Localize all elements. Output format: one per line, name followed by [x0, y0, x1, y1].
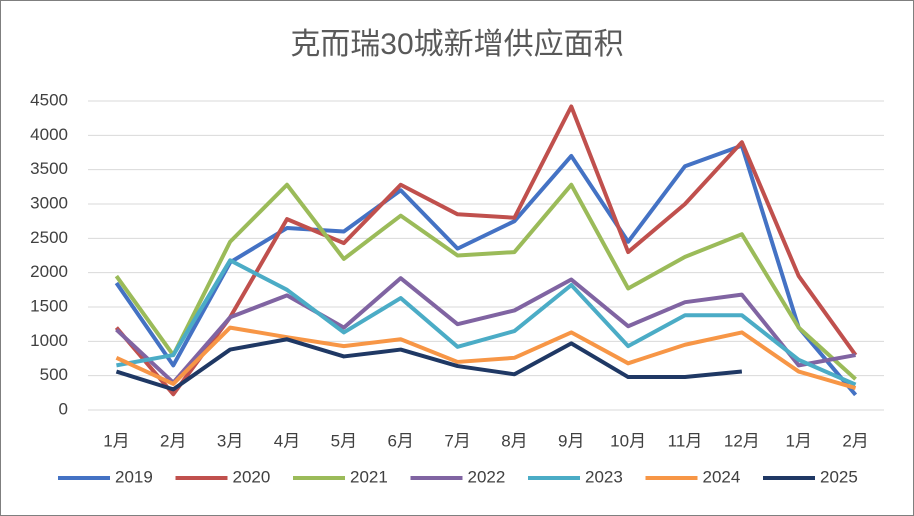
- legend-label: 2022: [468, 467, 506, 486]
- x-tick-label: 9月: [558, 431, 584, 450]
- x-tick-label: 2月: [160, 431, 186, 450]
- x-tick-label: 10月: [610, 431, 646, 450]
- series-line: [115, 276, 856, 385]
- legend-label: 2023: [585, 467, 623, 486]
- chart-title: 克而瑞30城新增供应面积: [290, 28, 623, 61]
- x-tick-label: 6月: [387, 431, 413, 450]
- y-tick-label: 3500: [30, 159, 68, 178]
- x-tick-label: 1月: [103, 431, 129, 450]
- series-line: [114, 182, 857, 381]
- legend-label: 2019: [115, 467, 153, 486]
- x-tick-label: 7月: [444, 431, 470, 450]
- series-line: [114, 104, 858, 397]
- x-tick-label: 2月: [842, 431, 868, 450]
- y-tick-label: 2500: [30, 228, 68, 247]
- legend-label: 2020: [233, 467, 271, 486]
- legend-label: 2024: [703, 467, 741, 486]
- legend-label: 2025: [820, 467, 858, 486]
- x-tick-label: 1月: [785, 431, 811, 450]
- x-tick-label: 5月: [331, 431, 357, 450]
- y-tick-label: 2000: [30, 262, 68, 281]
- y-tick-label: 1500: [30, 296, 68, 315]
- x-tick-label: 4月: [274, 431, 300, 450]
- x-tick-label: 12月: [724, 431, 760, 450]
- series-line: [115, 325, 857, 390]
- y-tick-label: 1000: [30, 331, 68, 350]
- series-line: [114, 143, 858, 397]
- x-tick-label: 3月: [217, 431, 243, 450]
- y-tick-label: 3000: [30, 193, 68, 212]
- x-tick-label: 8月: [501, 431, 527, 450]
- legend-label: 2021: [350, 467, 388, 486]
- y-tick-label: 500: [40, 365, 68, 384]
- series-line: [116, 258, 857, 387]
- y-tick-label: 0: [59, 399, 68, 418]
- x-tick-label: 11月: [668, 431, 703, 450]
- y-tick-label: 4000: [30, 125, 68, 144]
- series-line: [115, 337, 743, 392]
- y-tick-label: 4500: [30, 90, 68, 109]
